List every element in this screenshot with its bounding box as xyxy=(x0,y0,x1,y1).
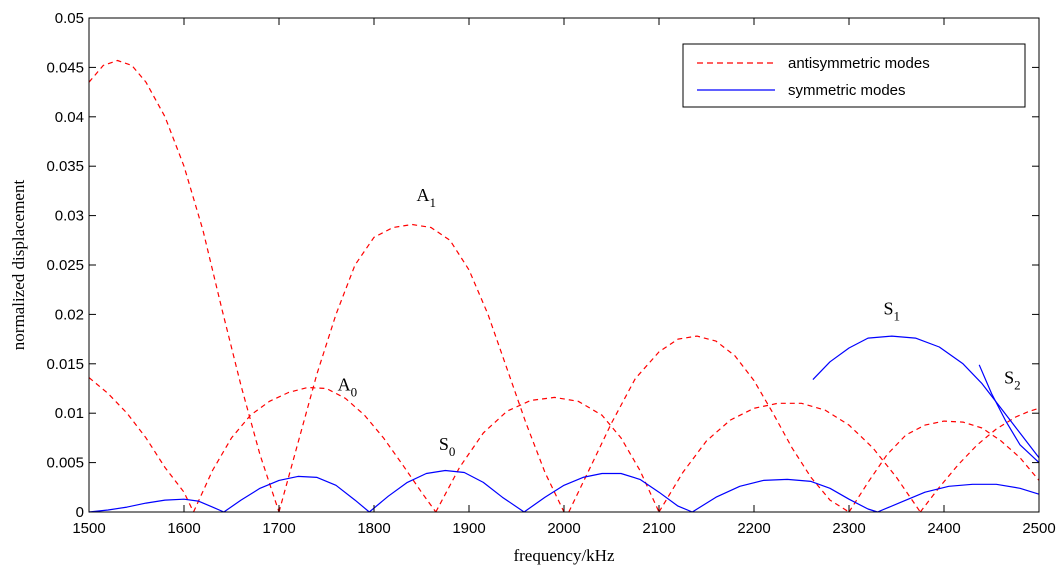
x-tick-label: 1900 xyxy=(452,520,485,537)
series-symmetric-10 xyxy=(88,498,225,513)
annotation-base: S xyxy=(1004,368,1014,388)
annotation-subscript: 2 xyxy=(1014,378,1021,393)
series-antisymmetric-2 xyxy=(88,377,195,513)
series-antisymmetric-3 xyxy=(192,386,437,513)
y-tick-label: 0.02 xyxy=(55,306,84,323)
series-symmetric-16 xyxy=(812,335,1040,459)
x-tick-label: 1600 xyxy=(167,520,200,537)
series-antisymmetric-1 xyxy=(88,59,280,513)
series-symmetric-12 xyxy=(368,469,525,513)
series-antisymmetric-5 xyxy=(435,396,660,513)
series-antisymmetric-4 xyxy=(278,223,565,513)
legend: antisymmetric modes symmetric modes xyxy=(682,43,1026,108)
legend-label-antisymmetric: antisymmetric modes xyxy=(788,55,930,72)
annotation-base: A xyxy=(417,185,430,205)
annotation-A1: A1 xyxy=(417,185,437,210)
y-tick-label: 0.015 xyxy=(46,356,84,373)
annotation-base: S xyxy=(883,298,893,318)
annotation-subscript: 0 xyxy=(351,384,358,399)
x-tick-label: 2000 xyxy=(547,520,580,537)
y-tick-label: 0.005 xyxy=(46,455,84,472)
y-tick-label: 0.035 xyxy=(46,158,84,175)
x-tick-label: 1700 xyxy=(262,520,295,537)
y-tick-label: 0.03 xyxy=(55,208,84,225)
series-symmetric-15 xyxy=(877,483,1040,513)
annotation-base: A xyxy=(338,374,351,394)
series-antisymmetric-7 xyxy=(658,402,921,513)
ticks-layer: 1500 1600 1700 1800 1900 2000 2100 2200 2300 2400… xyxy=(46,10,1055,537)
x-tick-label: 2300 xyxy=(832,520,865,537)
legend-box xyxy=(682,43,1026,108)
annotation-base: S xyxy=(439,434,449,454)
x-tick-label: 1800 xyxy=(357,520,390,537)
series-symmetric-14 xyxy=(691,478,878,513)
series-symmetric-17 xyxy=(978,364,1040,464)
x-tick-label: 2500 xyxy=(1022,520,1055,537)
x-tick-label: 2100 xyxy=(642,520,675,537)
y-tick-label: 0.025 xyxy=(46,257,84,274)
y-tick-label: 0 xyxy=(76,504,84,521)
annotation-subscript: 0 xyxy=(449,444,456,459)
series-antisymmetric-8 xyxy=(848,420,1040,513)
series-layer xyxy=(88,59,1040,513)
x-axis-label: frequency/kHz xyxy=(513,546,614,565)
y-tick-label: 0.045 xyxy=(46,59,84,76)
annotation-subscript: 1 xyxy=(894,308,901,323)
y-tick-label: 0.05 xyxy=(55,10,84,27)
x-tick-label: 2400 xyxy=(927,520,960,537)
legend-label-symmetric: symmetric modes xyxy=(788,82,906,99)
y-tick-label: 0.04 xyxy=(55,109,84,126)
annotation-A0: A0 xyxy=(338,374,358,399)
x-tick-label: 2200 xyxy=(737,520,770,537)
x-tick-label: 1500 xyxy=(72,520,105,537)
annotation-S0: S0 xyxy=(439,434,456,459)
series-antisymmetric-9 xyxy=(919,407,1040,513)
y-axis-label: normalized displacement xyxy=(9,180,28,351)
annotation-S1: S1 xyxy=(883,298,900,323)
series-antisymmetric-6 xyxy=(568,335,850,513)
y-tick-label: 0.01 xyxy=(55,405,84,422)
series-symmetric-11 xyxy=(223,475,370,513)
annotation-subscript: 1 xyxy=(430,195,437,210)
annotation-S2: S2 xyxy=(1004,368,1021,393)
series-symmetric-13 xyxy=(523,472,693,513)
